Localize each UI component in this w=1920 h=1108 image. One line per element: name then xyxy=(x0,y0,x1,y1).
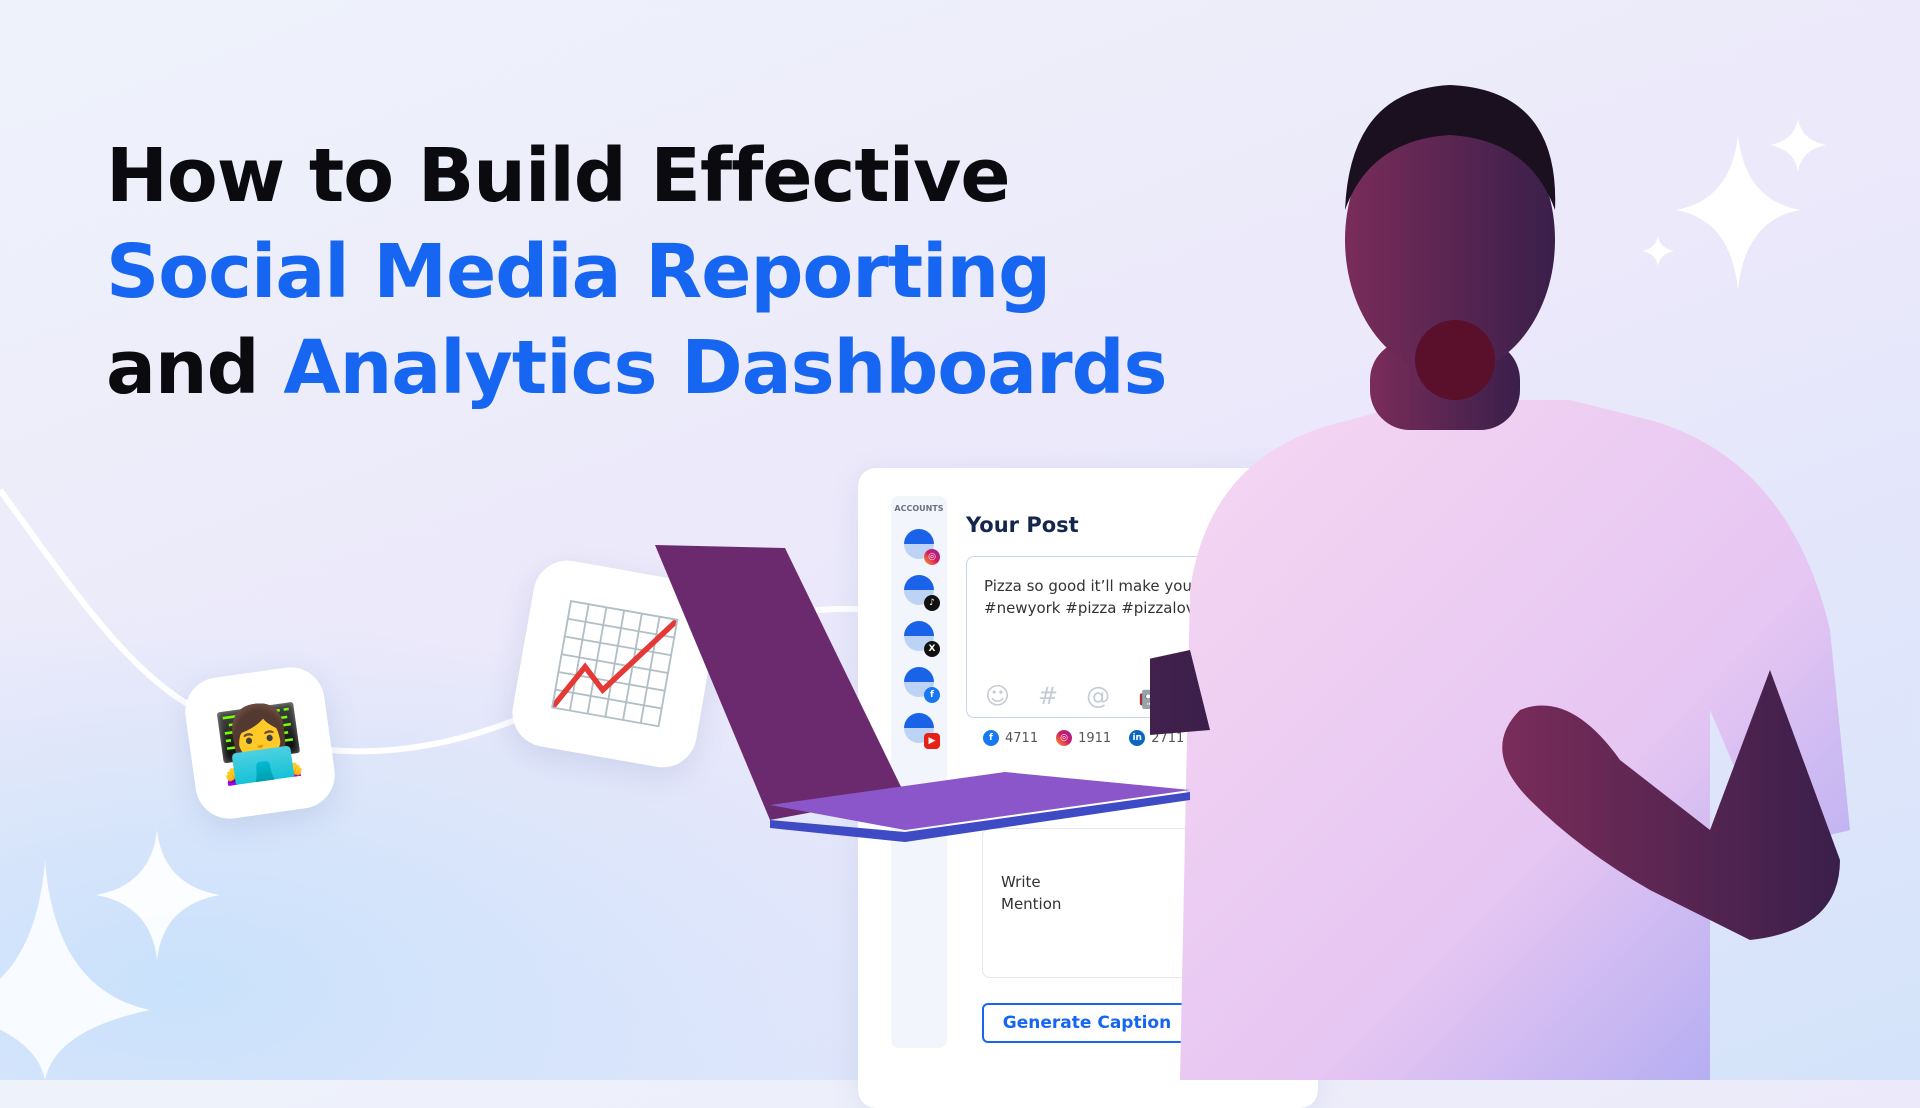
account-facebook[interactable]: f xyxy=(904,667,940,703)
facebook-icon: f xyxy=(924,687,940,703)
accounts-label: ACCOUNTS xyxy=(894,504,944,513)
mention-icon[interactable]: @ xyxy=(1086,682,1111,710)
tiktok-icon: ♪ xyxy=(924,595,940,611)
account-tiktok[interactable]: ♪ xyxy=(904,575,940,611)
sparkle-icon xyxy=(0,860,150,1080)
account-youtube[interactable]: ▶ xyxy=(904,713,940,749)
hashtag-icon[interactable]: # xyxy=(1038,682,1059,710)
sparkle-icon xyxy=(1642,236,1674,266)
instagram-count: 1911 xyxy=(1078,730,1112,746)
prompt-line: Write xyxy=(1001,873,1041,891)
sparkle-icon xyxy=(1676,135,1800,290)
prompt-input[interactable]: Write Mention xyxy=(982,828,1282,978)
head xyxy=(1345,105,1555,375)
emoji-icon[interactable]: ☺ xyxy=(985,682,1011,710)
hair xyxy=(1345,85,1556,210)
prompt-line: Mention xyxy=(1001,895,1062,913)
instagram-icon: ◎ xyxy=(924,549,940,565)
page-title: How to Build Effective Social Media Repo… xyxy=(106,128,1168,416)
title-line-3-black: and xyxy=(106,325,260,411)
accounts-sidebar: ACCOUNTS ◎ ♪ X f ▶ xyxy=(891,496,947,1048)
holding-arm xyxy=(1150,650,1210,735)
post-text-line: Pizza so good it’ll make you xyxy=(984,577,1192,595)
open-mouth xyxy=(1415,320,1495,400)
linkedin-icon: in xyxy=(1129,730,1146,746)
account-instagram[interactable]: ◎ xyxy=(904,529,940,565)
facebook-icon: f xyxy=(983,730,999,746)
laptop-screen xyxy=(655,545,905,820)
excited-man-photo xyxy=(1150,85,1850,1080)
laptop xyxy=(655,545,1190,842)
raised-hand-arm xyxy=(1502,670,1840,940)
facebook-count: 4711 xyxy=(1005,730,1039,746)
post-text-line: #newyork #pizza #pizzalov xyxy=(984,599,1195,617)
post-title: Your Post xyxy=(966,513,1079,537)
x-icon: X xyxy=(924,641,940,657)
title-line-3-blue: Analytics Dashboards xyxy=(283,325,1167,411)
generate-caption-button[interactable]: Generate Caption xyxy=(982,1003,1192,1043)
sparkle-icon xyxy=(96,830,220,960)
instagram-icon: ◎ xyxy=(1056,730,1073,746)
laptop-base xyxy=(770,772,1190,830)
title-line-1: How to Build Effective xyxy=(106,133,1011,219)
linkedin-count: 2711 xyxy=(1151,730,1185,746)
sparkle-icon xyxy=(1770,118,1826,172)
account-x[interactable]: X xyxy=(904,621,940,657)
title-line-2: Social Media Reporting xyxy=(106,229,1051,315)
youtube-icon: ▶ xyxy=(924,733,940,749)
